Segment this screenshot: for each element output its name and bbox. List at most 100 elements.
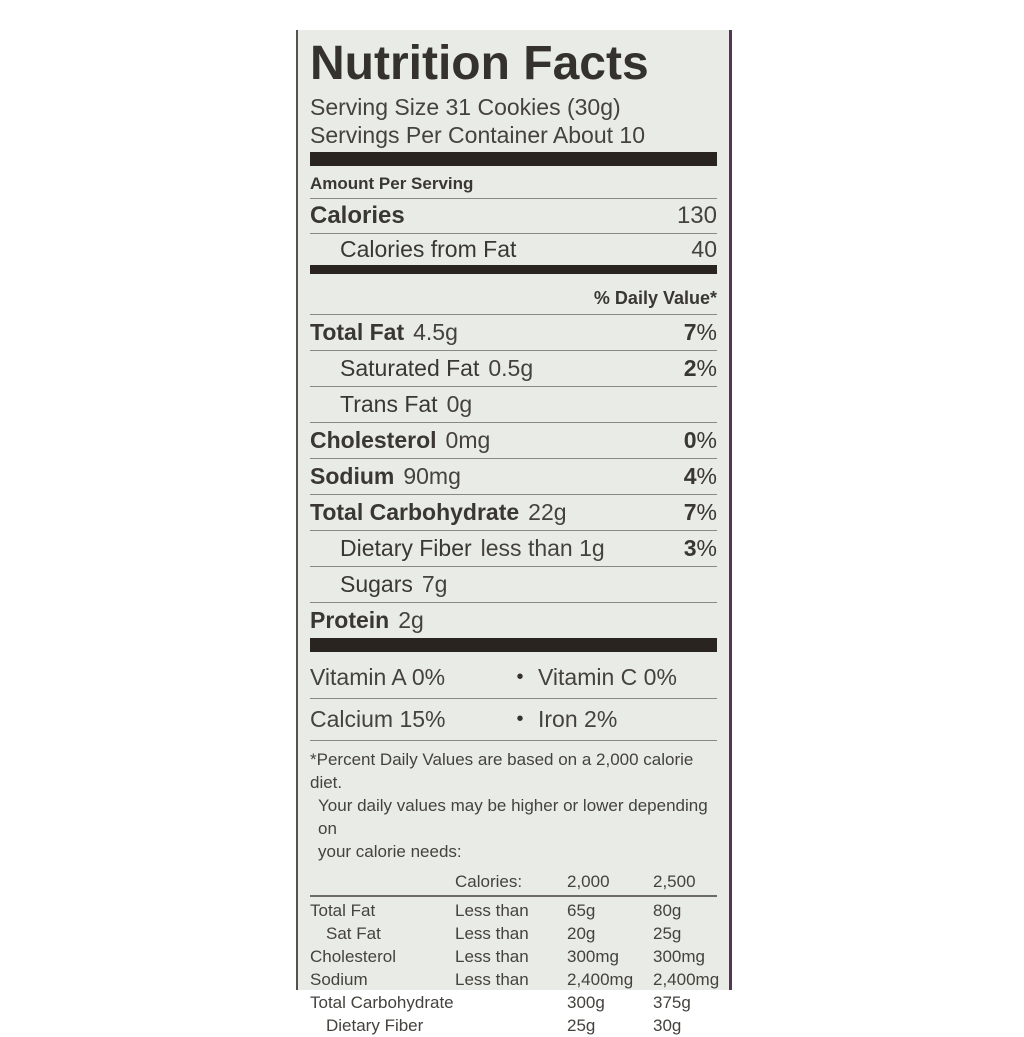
hairline <box>310 494 717 495</box>
nutrient-amount: 7g <box>421 571 448 597</box>
nutrient-name: Trans Fat <box>340 391 438 417</box>
nutrient-amount: 90mg <box>403 463 461 489</box>
nutrient-daily-value: 7% <box>683 499 717 525</box>
nutrient-name: Cholesterol <box>310 427 437 453</box>
hairline <box>310 458 717 459</box>
table-row: Cholesterol Less than 300mg 300mg <box>310 945 717 968</box>
footnote-line: Your daily values may be higher or lower… <box>318 796 708 838</box>
row-2000-value: 300g <box>567 993 605 1012</box>
amount-per-serving-heading: Amount Per Serving <box>310 174 474 193</box>
calories-label: Calories <box>310 202 405 229</box>
row-2500-value: 2,400mg <box>653 970 720 989</box>
nutrient-amount: 0g <box>446 391 473 417</box>
nutrient-name: Dietary Fiber <box>340 535 472 561</box>
thick-separator-bar <box>310 638 717 652</box>
bullet-separator: • <box>516 708 524 730</box>
medium-separator-bar <box>310 265 717 274</box>
table-row: Sat Fat Less than 20g 25g <box>310 922 717 945</box>
nutrient-amount: less than 1g <box>480 535 605 561</box>
row-2000-value: 65g <box>567 901 596 920</box>
table-row: Total Fat Less than 65g 80g <box>310 899 717 922</box>
hairline <box>310 740 717 741</box>
serving-size-text: Serving Size 31 Cookies (30g) <box>310 94 621 120</box>
hairline <box>310 350 717 351</box>
row-name: Sodium <box>310 970 368 989</box>
nutrient-name: Sodium <box>310 463 395 489</box>
col-2000-header: 2,000 <box>567 871 610 891</box>
calories-value: 130 <box>676 202 717 229</box>
vitamin-a-value: Vitamin A 0% <box>310 664 446 690</box>
nutrient-amount: 2g <box>398 607 424 633</box>
row-2500-value: 30g <box>653 1016 682 1035</box>
nutrient-name: Sugars <box>340 571 413 597</box>
calories-from-fat-row: Calories from Fat 40 <box>310 234 717 265</box>
footnote-line: your calorie needs: <box>318 842 462 861</box>
row-qualifier: Less than <box>455 901 529 920</box>
footnote-line: *Percent Daily Values are based on a 2,0… <box>310 750 694 792</box>
row-2000-value: 20g <box>567 924 596 943</box>
label-title: Nutrition Facts <box>310 37 649 90</box>
row-2500-value: 25g <box>653 924 682 943</box>
nutrient-row-saturated-fat: Saturated Fat 0.5g 2% <box>310 351 717 386</box>
calories-from-fat-value: 40 <box>691 236 717 262</box>
row-name: Cholesterol <box>310 947 396 966</box>
row-qualifier: Less than <box>455 970 529 989</box>
footnote-table: Total Fat Less than 65g 80g Sat Fat Less… <box>310 899 720 1037</box>
row-name: Dietary Fiber <box>326 1016 424 1035</box>
footnote-table-header: Calories: 2,000 2,500 <box>310 868 717 895</box>
calories-from-fat-label: Calories from Fat <box>340 236 517 262</box>
table-rule <box>310 895 717 897</box>
nutrient-row-dietary-fiber: Dietary Fiber less than 1g 3% <box>310 531 717 566</box>
nutrient-row-sodium: Sodium 90mg 4% <box>310 459 717 494</box>
nutrient-row-protein: Protein 2g <box>310 603 717 638</box>
nutrient-daily-value: 4% <box>683 463 717 489</box>
hairline <box>310 602 717 603</box>
daily-value-footnote: *Percent Daily Values are based on a 2,0… <box>310 748 717 863</box>
nutrient-amount: 4.5g <box>413 319 458 345</box>
bullet-separator: • <box>516 666 524 688</box>
nutrient-row-total-fat: Total Fat 4.5g 7% <box>310 315 717 350</box>
nutrient-daily-value: 0% <box>683 427 717 453</box>
iron-value: Iron 2% <box>538 706 618 732</box>
row-name: Sat Fat <box>326 924 381 943</box>
hairline <box>310 422 717 423</box>
hairline <box>310 566 717 567</box>
daily-value-header: % Daily Value* <box>593 288 717 308</box>
nutrient-name: Total Carbohydrate <box>310 499 520 525</box>
calories-column-label: Calories: <box>455 871 523 891</box>
row-qualifier: Less than <box>455 947 529 966</box>
row-2000-value: 25g <box>567 1016 596 1035</box>
nutrient-daily-value: 3% <box>683 535 717 561</box>
row-2500-value: 80g <box>653 901 682 920</box>
hairline <box>310 198 717 199</box>
nutrient-name: Total Fat <box>310 319 405 345</box>
hairline <box>310 698 717 699</box>
table-row: Dietary Fiber 25g 30g <box>310 1014 717 1037</box>
vitamin-row: Vitamin A 0% • Vitamin C 0% <box>310 657 717 698</box>
nutrient-row-cholesterol: Cholesterol 0mg 0% <box>310 423 717 458</box>
calcium-value: Calcium 15% <box>310 706 446 732</box>
nutrient-row-trans-fat: Trans Fat 0g <box>310 387 717 422</box>
vitamin-row: Calcium 15% • Iron 2% <box>310 699 717 740</box>
nutrient-daily-value: 2% <box>683 355 717 381</box>
nutrient-name: Saturated Fat <box>340 355 480 381</box>
row-2000-value: 300mg <box>567 947 619 966</box>
calories-row: Calories 130 <box>310 199 717 233</box>
servings-per-container-text: Servings Per Container About 10 <box>310 122 645 148</box>
row-2000-value: 2,400mg <box>567 970 634 989</box>
hairline <box>310 386 717 387</box>
hairline <box>310 314 717 315</box>
thick-separator-bar <box>310 152 717 166</box>
serving-info: Serving Size 31 Cookies (30g) Servings P… <box>310 93 717 149</box>
nutrition-facts-label: Nutrition Facts Serving Size 31 Cookies … <box>296 30 732 1035</box>
hairline <box>310 530 717 531</box>
nutrient-amount: 22g <box>528 499 567 525</box>
nutrient-daily-value: 7% <box>683 319 717 345</box>
row-2500-value: 375g <box>653 993 691 1012</box>
table-row: Total Carbohydrate 300g 375g <box>310 991 717 1014</box>
nutrient-row-total-carbohydrate: Total Carbohydrate 22g 7% <box>310 495 717 530</box>
nutrient-name: Protein <box>310 607 390 633</box>
row-name: Total Fat <box>310 901 376 920</box>
vitamins-section: Vitamin A 0% • Vitamin C 0% Calcium 15% … <box>310 657 717 741</box>
col-2500-header: 2,500 <box>653 871 696 891</box>
